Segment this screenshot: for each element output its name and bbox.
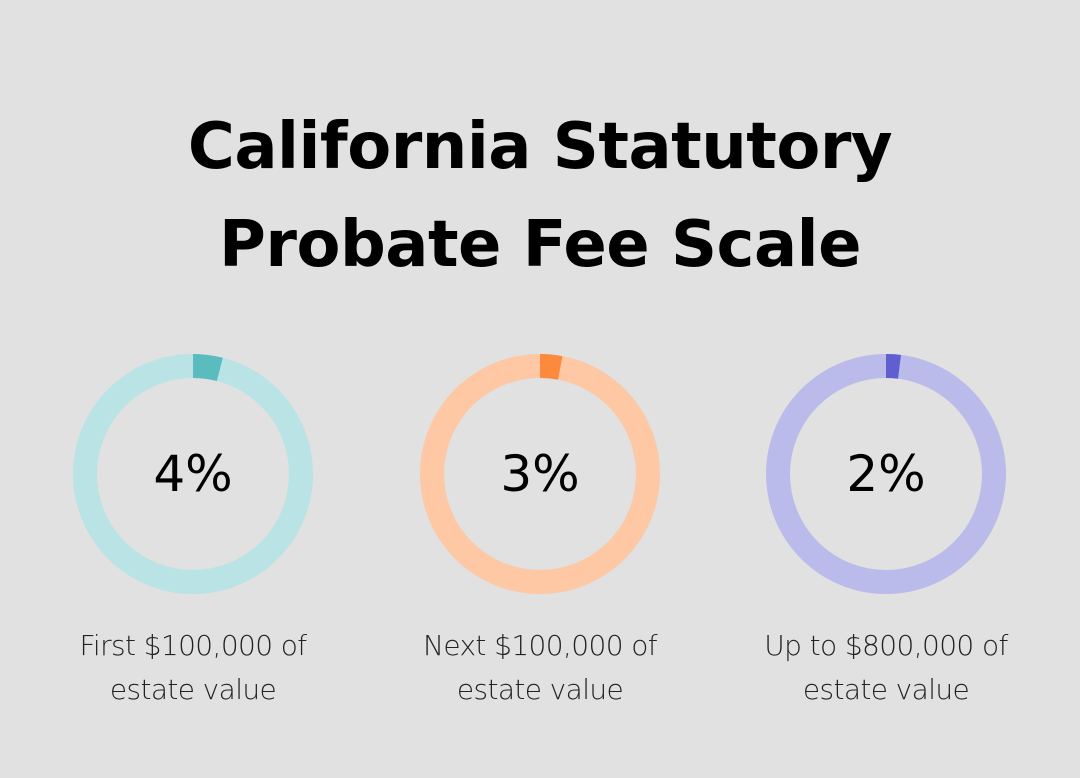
percentage-value: 4% [153, 445, 233, 503]
caption-line-1: First $100,000 of [79, 629, 307, 662]
percentage-value: 3% [500, 445, 580, 503]
donut-arc [420, 354, 660, 594]
chart-title: California Statutory Probate Fee Scale [0, 98, 1080, 294]
caption-line-2: estate value [456, 673, 624, 706]
percentage-value: 2% [846, 445, 926, 503]
title-line-2: Probate Fee Scale [219, 208, 862, 282]
caption-line-2: estate value [802, 673, 970, 706]
caption: Up to $800,000 of estate value [736, 624, 1036, 712]
donut-arc [766, 354, 1006, 594]
caption: Next $100,000 of estate value [390, 624, 690, 712]
caption-line-1: Next $100,000 of [422, 629, 658, 662]
caption: First $100,000 of estate value [43, 624, 343, 712]
fee-card-first: 4% First $100,000 of estate value [43, 352, 343, 712]
fee-card-upto: 2% Up to $800,000 of estate value [736, 352, 1036, 712]
caption-line-2: estate value [109, 673, 277, 706]
caption-line-1: Up to $800,000 of [764, 629, 1008, 662]
donut-chart-icon [766, 354, 1006, 594]
donut-chart-icon [420, 354, 660, 594]
donut-arc [73, 354, 313, 594]
donut-chart-icon [73, 354, 313, 594]
fee-card-next: 3% Next $100,000 of estate value [390, 352, 690, 712]
title-line-1: California Statutory [187, 110, 893, 184]
